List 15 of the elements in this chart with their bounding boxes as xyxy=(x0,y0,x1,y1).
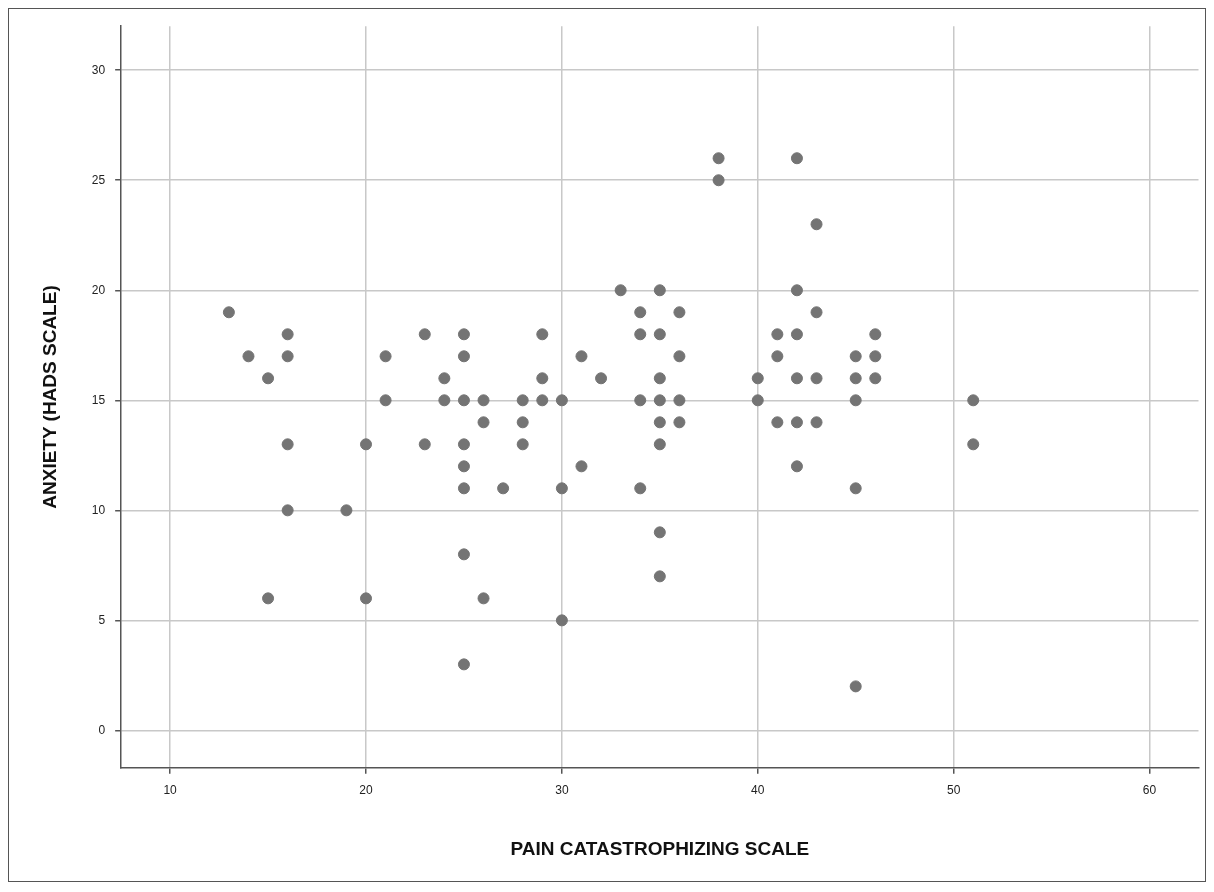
x-tick-label: 20 xyxy=(359,783,373,798)
y-tick-label: 15 xyxy=(91,392,106,407)
x-tick-label: 50 xyxy=(946,783,961,798)
y-axis-title: ANXIETY (HADS SCALE) xyxy=(38,285,60,509)
x-tick-label: 60 xyxy=(1142,783,1157,798)
x-tick-label: 30 xyxy=(555,783,569,798)
x-tick-label: 10 xyxy=(163,783,178,798)
y-tick-label: 5 xyxy=(98,612,106,627)
x-tick-label: 40 xyxy=(751,783,765,798)
y-tick-label: 20 xyxy=(91,282,106,297)
y-tick-label: 10 xyxy=(91,502,106,517)
x-axis-title: PAIN CATASTROPHIZING SCALE xyxy=(510,837,810,859)
y-tick-label: 30 xyxy=(91,62,106,77)
y-tick-label: 0 xyxy=(98,722,106,737)
y-tick-label: 25 xyxy=(91,172,106,187)
